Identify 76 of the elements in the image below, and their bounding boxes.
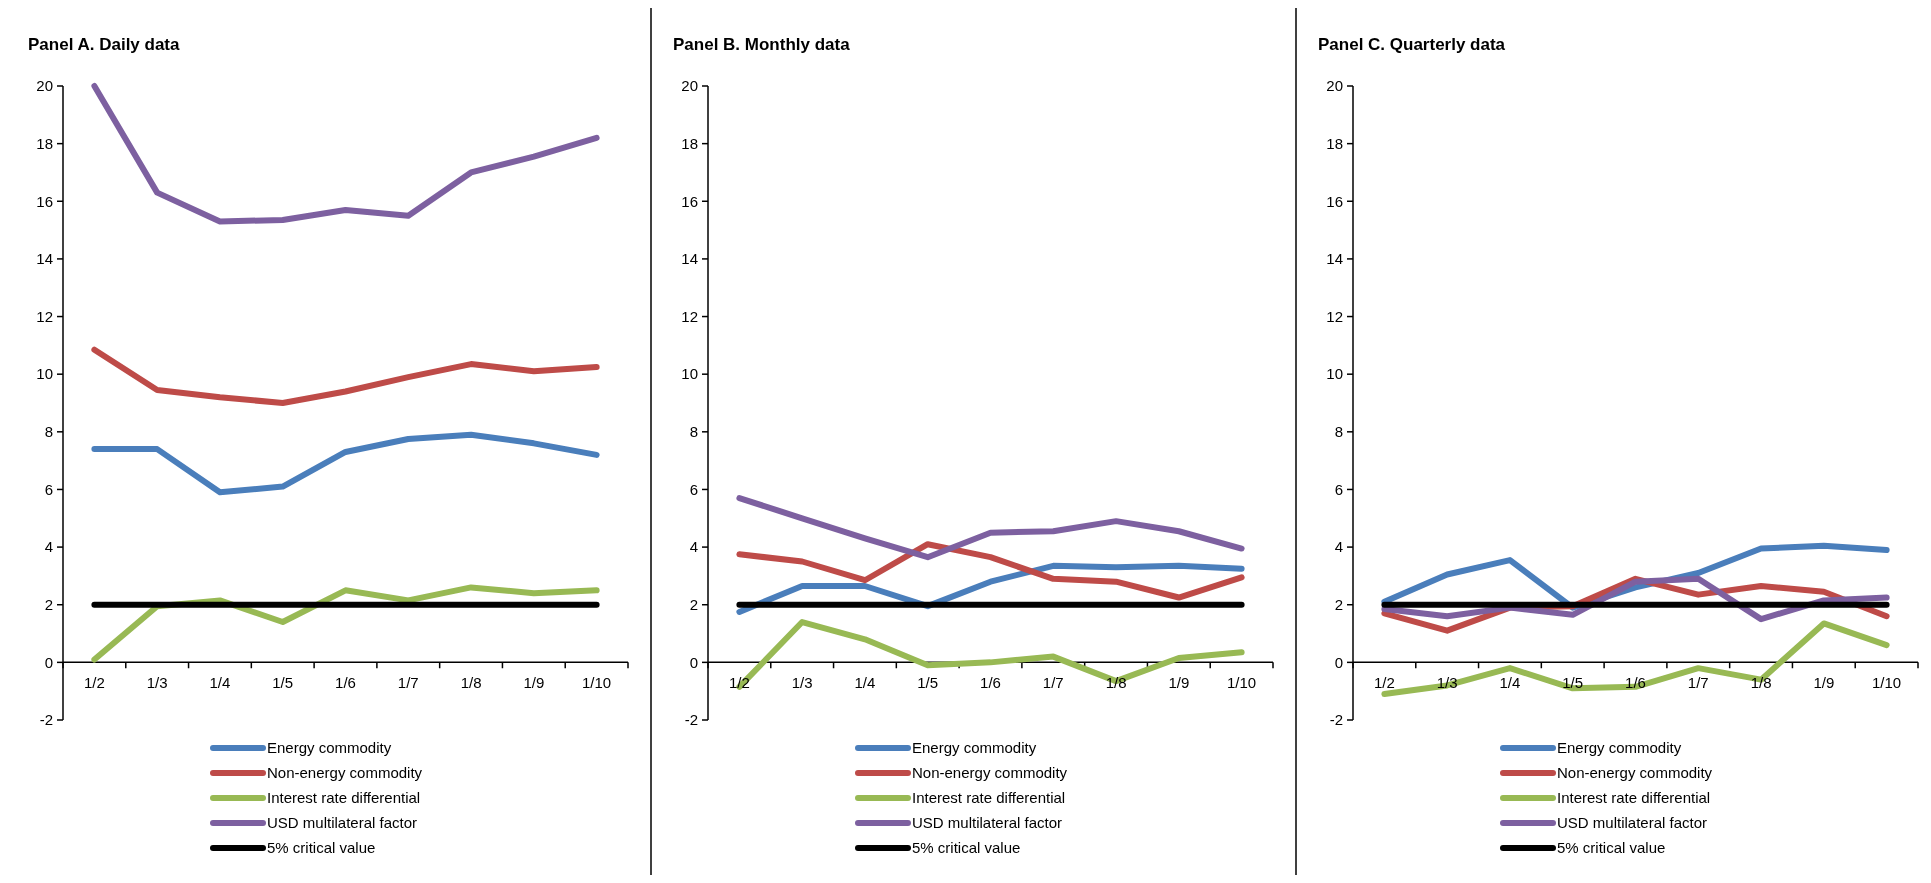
legend-label: Non-energy commodity <box>267 764 423 782</box>
legend-label: Non-energy commodity <box>1557 764 1713 782</box>
x-tick-label: 1/6 <box>1625 674 1646 692</box>
x-tick-label: 1/10 <box>582 674 612 692</box>
y-tick-label: 4 <box>689 538 698 556</box>
y-tick-label: 12 <box>1326 307 1343 325</box>
x-tick-label: 1/3 <box>146 674 168 692</box>
y-tick-label: 8 <box>689 423 698 441</box>
legend-label: Interest rate differential <box>912 789 1066 807</box>
legend-label: Non-energy commodity <box>912 764 1068 782</box>
y-tick-label: 8 <box>1334 423 1343 441</box>
x-tick-label: 1/5 <box>917 674 939 692</box>
legend-label: 5% critical value <box>267 839 376 857</box>
y-tick-label: 10 <box>681 365 698 383</box>
y-tick-label: 12 <box>36 307 53 325</box>
x-tick-label: 1/8 <box>460 674 482 692</box>
x-tick-label: 1/5 <box>272 674 294 692</box>
x-tick-label: 1/4 <box>854 674 876 692</box>
legend-label: USD multilateral factor <box>912 814 1063 832</box>
x-tick-label: 1/4 <box>209 674 231 692</box>
y-tick-label: 10 <box>1326 365 1343 383</box>
y-tick-label: 0 <box>44 653 53 671</box>
y-tick-label: 8 <box>44 423 53 441</box>
x-tick-label: 1/7 <box>1687 674 1709 692</box>
y-tick-label: 14 <box>36 250 53 268</box>
x-tick-label: 1/2 <box>83 674 105 692</box>
y-tick-label: -2 <box>39 711 53 729</box>
legend-label: Energy commodity <box>912 739 1037 757</box>
y-tick-label: 0 <box>1334 653 1343 671</box>
y-tick-label: 6 <box>44 480 53 498</box>
x-tick-label: 1/10 <box>1872 674 1902 692</box>
y-tick-label: 2 <box>44 595 53 613</box>
x-tick-label: 1/2 <box>1373 674 1395 692</box>
x-tick-label: 1/3 <box>791 674 813 692</box>
chart-title: Panel C. Quarterly data <box>1318 35 1506 54</box>
y-tick-label: 12 <box>681 307 698 325</box>
y-tick-label: 14 <box>1326 250 1343 268</box>
y-tick-label: 2 <box>689 595 698 613</box>
x-tick-label: 1/9 <box>523 674 545 692</box>
legend-label: Interest rate differential <box>1557 789 1711 807</box>
y-tick-label: 18 <box>681 134 698 152</box>
legend-label: 5% critical value <box>912 839 1021 857</box>
legend-label: USD multilateral factor <box>267 814 418 832</box>
y-tick-label: 4 <box>1334 538 1343 556</box>
legend-label: Energy commodity <box>267 739 392 757</box>
y-tick-label: 18 <box>36 134 53 152</box>
y-tick-label: 20 <box>1326 77 1343 95</box>
y-tick-label: 2 <box>1334 595 1343 613</box>
legend-label: 5% critical value <box>1557 839 1666 857</box>
y-tick-label: -2 <box>684 711 698 729</box>
y-tick-label: 18 <box>1326 134 1343 152</box>
y-tick-label: 0 <box>689 653 698 671</box>
y-tick-label: 20 <box>36 77 53 95</box>
x-tick-label: 1/7 <box>397 674 419 692</box>
y-tick-label: 4 <box>44 538 53 556</box>
y-tick-label: 14 <box>681 250 698 268</box>
x-tick-label: 1/10 <box>1227 674 1257 692</box>
x-tick-label: 1/9 <box>1813 674 1835 692</box>
x-tick-label: 1/6 <box>980 674 1001 692</box>
x-tick-label: 1/7 <box>1042 674 1064 692</box>
y-tick-label: 6 <box>1334 480 1343 498</box>
legend-label: USD multilateral factor <box>1557 814 1708 832</box>
y-tick-label: 16 <box>1326 192 1343 210</box>
x-tick-label: 1/6 <box>335 674 356 692</box>
y-tick-label: 6 <box>689 480 698 498</box>
x-tick-label: 1/9 <box>1168 674 1190 692</box>
y-tick-label: 10 <box>36 365 53 383</box>
legend-label: Interest rate differential <box>267 789 421 807</box>
y-tick-label: 16 <box>36 192 53 210</box>
y-tick-label: -2 <box>1329 711 1343 729</box>
y-tick-label: 20 <box>681 77 698 95</box>
y-tick-label: 16 <box>681 192 698 210</box>
chart-title: Panel A. Daily data <box>28 35 181 54</box>
x-tick-label: 1/4 <box>1499 674 1521 692</box>
legend-label: Energy commodity <box>1557 739 1682 757</box>
chart-title: Panel B. Monthly data <box>673 35 851 54</box>
